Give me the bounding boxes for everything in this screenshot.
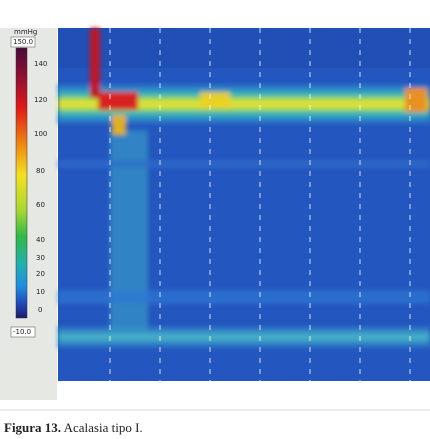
- colorbar-tick: 20: [36, 270, 45, 278]
- caption-text: Acalasia tipo I.: [64, 420, 143, 435]
- colorbar-tick: 40: [36, 236, 45, 244]
- colorbar-tick: 0: [38, 306, 42, 314]
- colorbar-tick: 10: [36, 288, 45, 296]
- min-box: [10, 326, 36, 338]
- colorbar-tick: 80: [36, 167, 45, 175]
- caption: Figura 13. Acalasia tipo I.: [4, 420, 143, 435]
- max-box: [10, 36, 36, 48]
- colorbar-unit: mmHg: [14, 28, 37, 36]
- colorbar-tick: 140: [34, 60, 47, 68]
- colorbar-tick: 60: [36, 201, 45, 209]
- caption-label: Figura 13.: [4, 420, 61, 435]
- pressure-topography: [58, 28, 430, 381]
- colorbar: [15, 47, 28, 319]
- colorbar-panel: [0, 28, 57, 400]
- colorbar-tick: 100: [34, 130, 47, 138]
- colorbar-tick: 120: [34, 96, 47, 104]
- colorbar-tick: 30: [36, 254, 45, 262]
- colorbar-min: -10.0: [13, 328, 31, 336]
- colorbar-max: 150.0: [13, 38, 33, 46]
